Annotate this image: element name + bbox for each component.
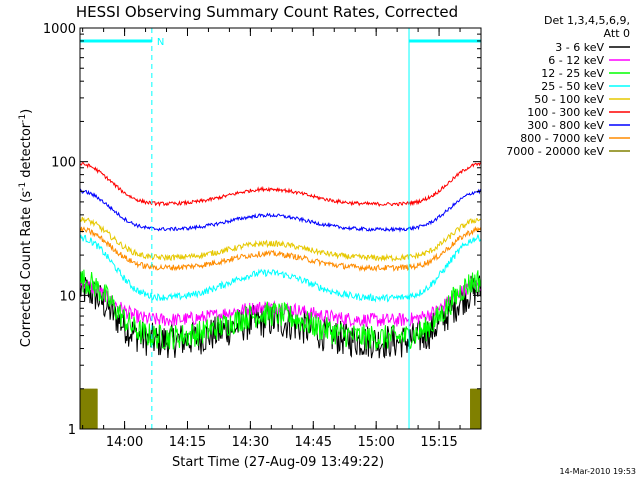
legend-label: 6 - 12 keV: [548, 54, 604, 67]
annotation-layer: N: [79, 28, 482, 429]
legend-label: 800 - 7000 keV: [520, 132, 604, 145]
y-tick-label: 10: [59, 289, 76, 304]
series-line: [79, 225, 482, 273]
y-axis-label: Corrected Count Rate (s-1 detector-1): [18, 109, 34, 347]
x-tick-label: 14:00: [106, 435, 143, 450]
x-axis-label: Start Time (27-Aug-09 13:49:22): [172, 455, 384, 470]
series-line: [79, 269, 482, 350]
series-line: [79, 188, 482, 233]
legend-label: 100 - 300 keV: [527, 106, 604, 119]
legend-header-line-2: Att 0: [604, 27, 630, 40]
legend-label: 25 - 50 keV: [541, 80, 604, 93]
series-line: [79, 216, 482, 263]
legend-header-line-1: Det 1,3,4,5,6,9,: [544, 14, 630, 27]
legend-label: 50 - 100 keV: [534, 93, 604, 106]
legend-label: 300 - 800 keV: [527, 119, 604, 132]
chart-title: HESSI Observing Summary Count Rates, Cor…: [76, 3, 458, 21]
y-tick-label: 1: [68, 423, 76, 438]
series-line: [79, 234, 482, 303]
series-line: [79, 162, 482, 208]
y-tick-label: 100: [51, 156, 76, 171]
x-tick-label: 15:15: [420, 435, 457, 450]
x-tick-label: 14:45: [295, 435, 332, 450]
tick-layer: 14:00 14:15 14:30 14:45 15:00 15:15 1 10 100 1000: [43, 22, 482, 450]
x-tick-label: 14:30: [232, 435, 269, 450]
x-tick-label: 14:15: [169, 435, 206, 450]
plot-frame: [79, 27, 482, 430]
night-marker-label: N: [157, 37, 164, 48]
legend-label: 7000 - 20000 keV: [506, 145, 604, 158]
series-layer: [79, 162, 482, 429]
y-tick-label: 1000: [43, 22, 76, 37]
legend-label: 12 - 25 keV: [541, 67, 604, 80]
generation-timestamp: 14-Mar-2010 19:53: [560, 467, 637, 476]
x-tick-label: 15:00: [357, 435, 394, 450]
legend-label: 3 - 6 keV: [555, 41, 604, 54]
